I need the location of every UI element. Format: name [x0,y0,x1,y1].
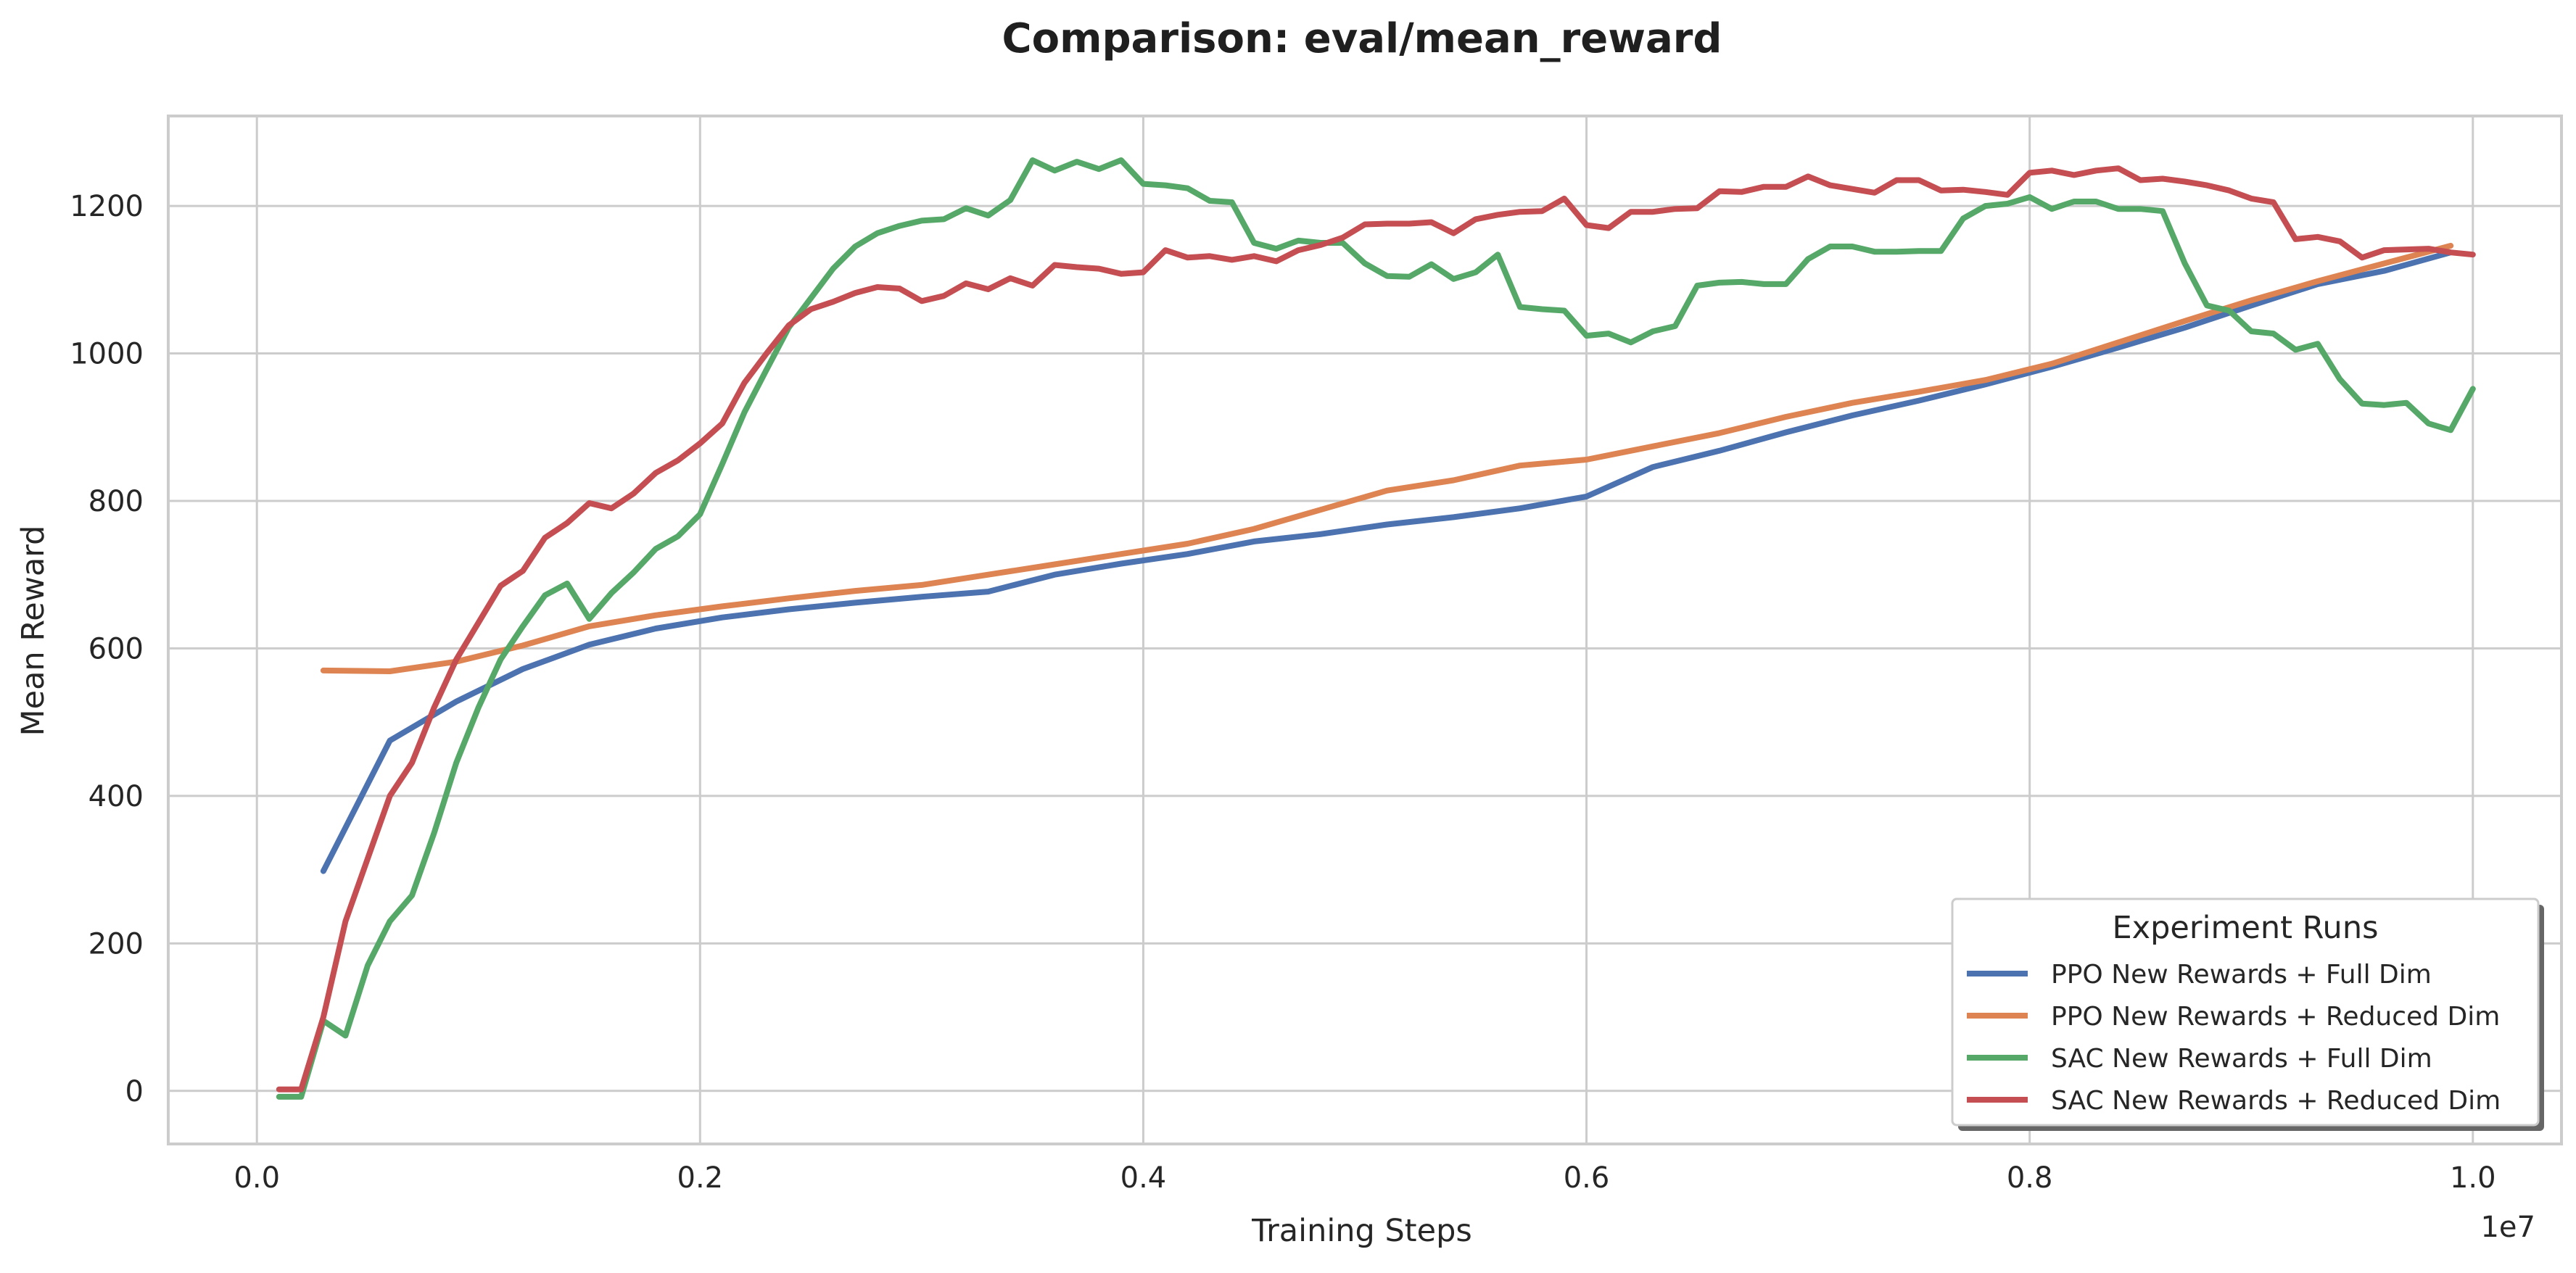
legend-box [1951,897,2540,1127]
tick-labels: 0.0 0.2 0.4 0.6 0.8 1.0 0 200 400 600 800 1000 1200 [70,190,2496,1195]
x-tick-label: 0.6 [1564,1161,1610,1195]
x-tick-label: 1.0 [2450,1161,2496,1195]
series-line-3 [276,157,2476,1100]
y-tick-label: 0 [125,1075,144,1108]
x-axis-label: Training Steps [1251,1213,1472,1249]
y-tick-label: 800 [88,485,144,518]
legend-entries: PPO New Rewards + Full Dim PPO New Reward… [1967,960,2501,1116]
legend-label-1: PPO New Rewards + Full Dim [2051,960,2432,990]
y-tick-label: 1000 [70,338,144,371]
x-tick-label: 0.2 [677,1161,724,1195]
legend-label-3: SAC New Rewards + Full Dim [2051,1044,2432,1074]
y-tick-label: 400 [88,780,144,813]
y-tick-label: 1200 [70,190,144,223]
legend-title: Experiment Runs [2113,910,2379,946]
chart-title: Comparison: eval/mean_reward [1002,15,1722,62]
legend-label-2: PPO New Rewards + Reduced Dim [2051,1002,2500,1032]
y-tick-label: 200 [88,927,144,961]
x-tick-label: 0.8 [2007,1161,2053,1195]
series-line-1 [320,249,2454,874]
series-line-4 [276,165,2476,1092]
x-tick-label: 0.0 [234,1161,280,1195]
legend: Experiment Runs PPO New Rewards + Full D… [1951,897,2544,1131]
x-axis-offset-label: 1e7 [2480,1211,2535,1244]
legend-label-4: SAC New Rewards + Reduced Dim [2051,1086,2501,1116]
plot-frame [167,115,2563,1145]
series-line-2 [320,243,2454,674]
x-tick-label: 0.4 [1120,1161,1167,1195]
y-axis-label: Mean Reward [15,526,51,737]
series-lines [276,157,2476,1100]
y-tick-label: 600 [88,632,144,665]
